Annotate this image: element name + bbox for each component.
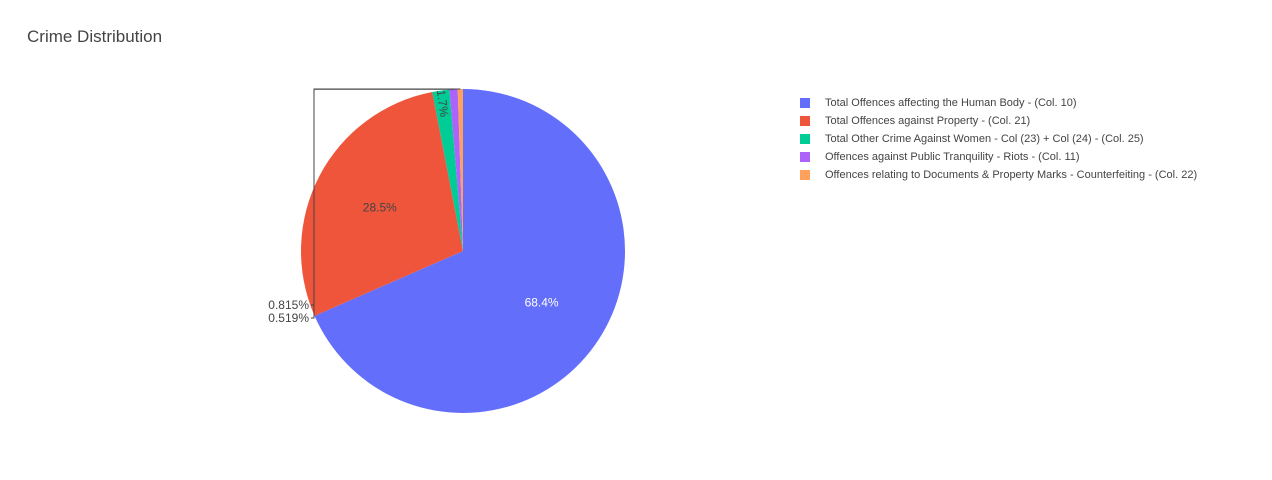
slice-label: 1.7% (434, 89, 452, 118)
pie-slice[interactable] (449, 89, 463, 251)
legend-label: Total Other Crime Against Women - Col (2… (825, 133, 1144, 145)
pie-slice[interactable] (432, 89, 463, 251)
legend-swatch (800, 152, 810, 162)
legend-swatch (800, 170, 810, 180)
pie-slice[interactable] (457, 89, 463, 251)
legend-item[interactable]: Total Offences against Property - (Col. … (800, 112, 1197, 130)
slice-label: 28.5% (363, 200, 397, 214)
legend-item[interactable]: Total Offences affecting the Human Body … (800, 94, 1197, 112)
legend: Total Offences affecting the Human Body … (800, 94, 1197, 184)
chart-title: Crime Distribution (27, 27, 163, 46)
legend-item[interactable]: Total Other Crime Against Women - Col (2… (800, 130, 1197, 148)
pie-slice[interactable] (314, 89, 626, 413)
legend-swatch (800, 116, 810, 126)
legend-label: Total Offences against Property - (Col. … (825, 115, 1031, 127)
slice-label: 68.4% (525, 296, 559, 310)
legend-label: Offences against Public Tranquility - Ri… (825, 151, 1080, 163)
label-connector (311, 88, 461, 319)
legend-label: Total Offences affecting the Human Body … (825, 97, 1077, 109)
pie-slice[interactable] (301, 91, 463, 316)
slice-label: 0.815% (268, 298, 309, 312)
legend-label: Offences relating to Documents & Propert… (825, 169, 1198, 181)
legend-swatch (800, 134, 810, 144)
legend-swatch (800, 98, 810, 108)
legend-item[interactable]: Offences relating to Documents & Propert… (800, 166, 1197, 184)
legend-item[interactable]: Offences against Public Tranquility - Ri… (800, 148, 1197, 166)
slice-label: 0.519% (268, 311, 309, 325)
